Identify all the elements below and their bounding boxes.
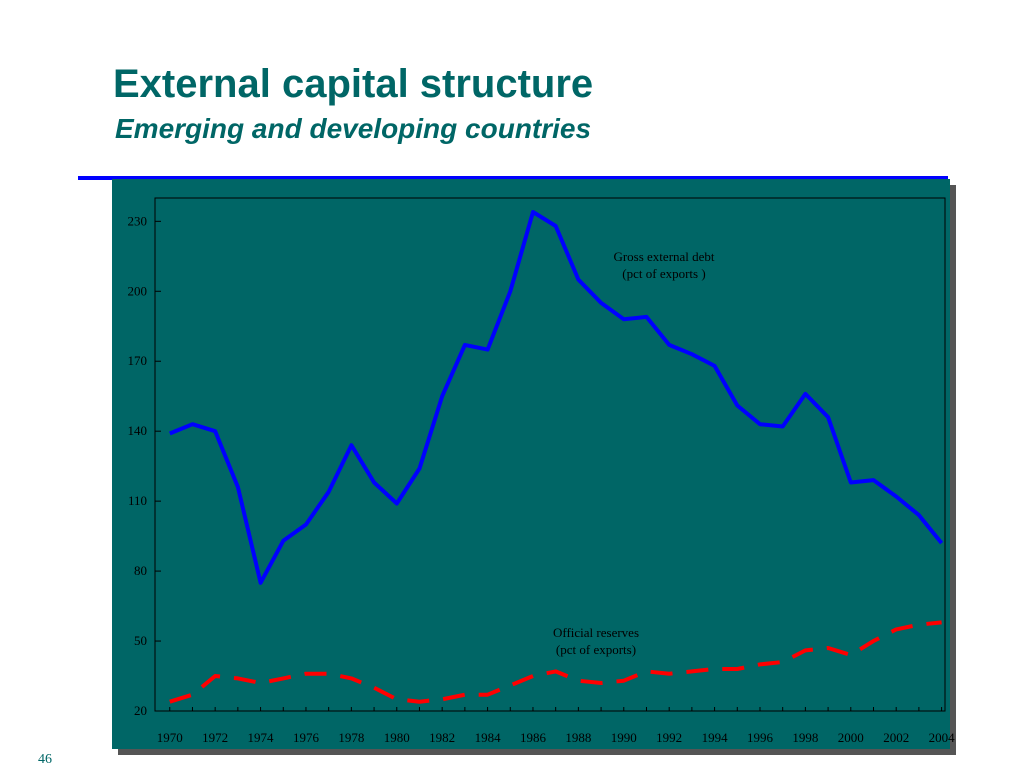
chart-series [169,210,944,704]
x-tick-label: 1970 [157,730,183,745]
gross-external-debt-line [169,210,944,585]
title-divider [78,176,948,180]
x-tick-label: 2004 [929,730,956,745]
page-number: 46 [38,752,52,767]
reserves-series-label: (pct of exports) [556,642,636,657]
plot-frame [154,197,946,712]
y-tick-label: 170 [128,353,148,368]
x-tick-label: 1990 [611,730,637,745]
x-tick-label: 1988 [565,730,591,745]
slide-subtitle: Emerging and developing countries [115,113,592,144]
debt-series-label: (pct of exports ) [622,266,705,281]
x-tick-label: 1996 [747,730,774,745]
x-tick-label: 1992 [656,730,682,745]
x-tick-label: 1974 [248,730,275,745]
x-tick-label: 1998 [792,730,818,745]
reserves-series-label: Official reserves [553,625,639,640]
x-tick-label: 1986 [520,730,547,745]
official-reserves-line [169,620,942,704]
y-tick-label: 50 [134,633,147,648]
y-tick-label: 20 [134,703,147,718]
chart-annotations: Gross external debt (pct of exports ) Offi… [553,249,715,657]
chart-axes: 20 50 80 110 140 170 200 230 1970 1972 1974 1976 197… [128,197,956,745]
y-tick-label: 110 [128,493,147,508]
y-tick-label: 140 [128,423,148,438]
x-tick-label: 2002 [883,730,909,745]
x-tick-label: 1984 [475,730,502,745]
x-tick-label: 1978 [338,730,364,745]
x-tick-label: 1976 [293,730,320,745]
x-tick-label: 1972 [202,730,228,745]
chart-background [112,179,950,749]
y-tick-label: 230 [128,213,148,228]
x-tick-label: 1982 [429,730,455,745]
debt-series-label: Gross external debt [613,249,714,264]
x-tick-label: 1994 [702,730,729,745]
x-tick-label: 1980 [384,730,410,745]
y-tick-label: 80 [134,563,147,578]
y-tick-label: 200 [128,283,148,298]
x-tick-label: 2000 [838,730,864,745]
slide-title: External capital structure [113,62,594,106]
